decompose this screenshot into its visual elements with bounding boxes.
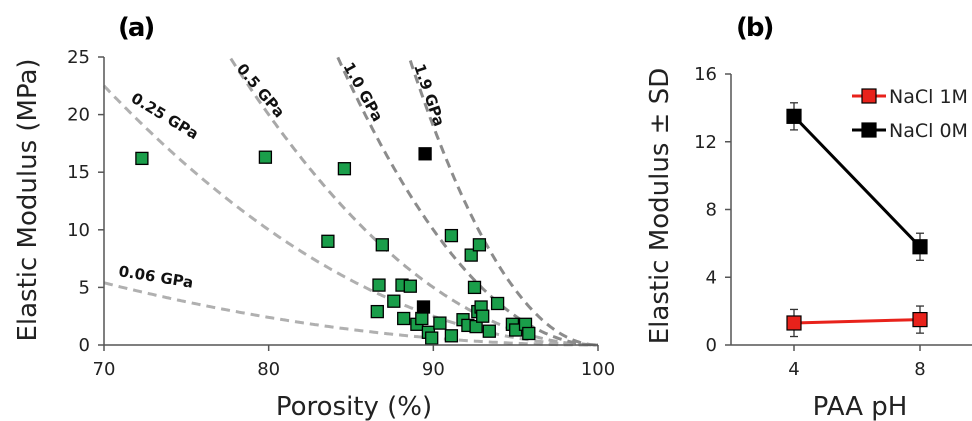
x-tick-label: 70 (93, 359, 116, 380)
y-tick-label: 25 (67, 47, 90, 68)
data-point (786, 315, 802, 331)
data-point (416, 300, 431, 314)
model-curve-label: 0.5 GPa (233, 60, 288, 121)
data-point (387, 294, 401, 308)
x-tick-label: 100 (581, 359, 615, 380)
panel-b-series (786, 102, 928, 338)
data-point (472, 238, 487, 252)
x-tick-label: 8 (914, 359, 925, 380)
data-point (786, 108, 802, 124)
data-point (415, 311, 429, 326)
x-tick-label: 90 (422, 359, 445, 380)
data-point (135, 151, 149, 166)
data-point (370, 304, 384, 319)
panel-b-axes: 0 4 8 12 16 4 8 (694, 64, 972, 380)
legend-label: NaCl 1M (889, 86, 968, 108)
model-curve (408, 60, 598, 347)
x-tick-label: 4 (788, 359, 799, 380)
data-point (467, 280, 482, 295)
y-tick-label: 12 (694, 132, 717, 153)
legend-label: NaCl 0M (889, 120, 968, 142)
data-point (372, 278, 386, 292)
panel-a-axes: 70 80 90 100 0 5 10 15 20 25 (67, 47, 615, 380)
data-point (464, 248, 478, 262)
y-tick-label: 4 (706, 267, 717, 288)
y-tick-label: 5 (79, 277, 90, 298)
panel-b-x-axis-title: PAA pH (813, 392, 908, 421)
data-point (476, 309, 490, 323)
data-point (444, 228, 459, 243)
legend-marker (861, 122, 877, 138)
data-point (444, 329, 459, 343)
data-point (912, 239, 928, 255)
model-curves (102, 56, 598, 347)
y-tick-label: 15 (67, 162, 90, 183)
y-tick-label: 10 (67, 220, 90, 241)
data-point (418, 147, 432, 161)
data-point (433, 316, 447, 330)
data-point (321, 234, 335, 248)
data-point (522, 326, 536, 341)
model-curve (102, 84, 598, 347)
panel-b: (b) 0 4 8 12 16 4 8 NaCl 1M NaCl 0M PAA pH Elas… (645, 13, 972, 421)
panel-b-label: (b) (736, 13, 772, 43)
series-line (793, 318, 921, 325)
data-point (375, 238, 389, 252)
data-point (490, 296, 505, 311)
y-tick-label: 20 (67, 105, 90, 126)
model-curve (336, 56, 598, 347)
model-curve-label: 1.0 GPa (340, 59, 387, 124)
panel-a-x-axis-title: Porosity (%) (276, 392, 432, 421)
panel-b-y-axis-title: Elastic Modulus ± SD (645, 68, 675, 345)
x-tick-label: 80 (257, 359, 280, 380)
model-curve-label: 0.06 GPa (117, 262, 194, 292)
series-line (792, 115, 922, 248)
model-curve-label: 0.25 GPa (128, 89, 202, 143)
panel-a-y-axis-title: Elastic Modulus (MPa) (13, 58, 43, 341)
legend-marker (861, 88, 877, 104)
data-point (403, 279, 417, 293)
data-point (425, 331, 439, 345)
model-curve (229, 57, 598, 347)
scatter-points (135, 147, 536, 345)
legend: NaCl 1M NaCl 0M (852, 86, 968, 142)
model-curve-label: 1.9 GPa (410, 61, 448, 128)
data-point (337, 162, 352, 176)
data-point (258, 150, 273, 164)
panel-a: (a) 0.06 GPa 0.25 GPa 0.5 GPa 1.0 GPa 1.9 GP… (13, 13, 615, 421)
y-tick-label: 16 (694, 64, 717, 85)
data-point (482, 324, 496, 338)
model-curve-labels: 0.06 GPa 0.25 GPa 0.5 GPa 1.0 GPa 1.9 GPa (117, 59, 448, 292)
y-tick-label: 0 (79, 335, 90, 356)
y-tick-label: 0 (706, 335, 717, 356)
y-tick-label: 8 (706, 200, 717, 221)
data-point (912, 311, 928, 328)
data-point (397, 311, 411, 326)
panel-a-label: (a) (118, 13, 153, 43)
